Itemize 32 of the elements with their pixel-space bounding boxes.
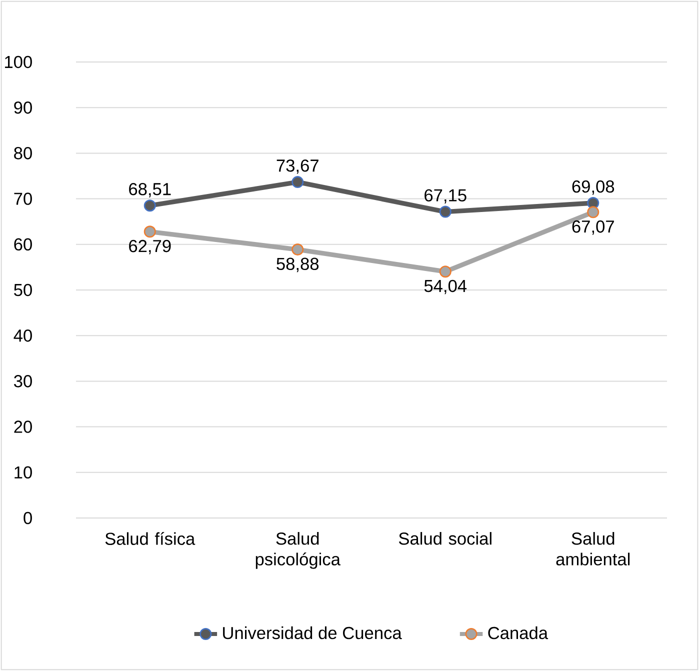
y-tick-label: 10: [14, 466, 32, 479]
point: [292, 243, 304, 256]
point: [292, 176, 304, 188]
data-label: 62,79: [129, 240, 171, 254]
x-tick-label: Salud ambiental: [556, 532, 630, 566]
y-tick-label: 100: [5, 56, 32, 68]
y-tick-label: 30: [14, 375, 32, 388]
data-label: 69,08: [572, 180, 614, 195]
y-tick-label: 70: [14, 192, 32, 205]
x-tick-label: Salud social: [398, 532, 492, 545]
point: [439, 206, 452, 218]
point: [144, 200, 156, 212]
point: [439, 266, 452, 278]
x-tick-label: Salud física: [105, 532, 196, 545]
point: [144, 226, 156, 238]
data-label: 54,04: [424, 280, 467, 294]
y-tick-label: 50: [14, 284, 32, 296]
data-label: 67,07: [572, 220, 614, 235]
data-label: 68,51: [129, 183, 171, 198]
y-tick-label: 0: [24, 512, 32, 524]
legend-label: Universidad de Cuenca: [223, 626, 402, 640]
y-tick-label: 90: [14, 101, 32, 114]
y-tick-label: 60: [14, 238, 32, 251]
point: [587, 206, 600, 218]
data-label: 67,15: [424, 189, 466, 204]
x-tick-label: Salud psicológica: [256, 532, 340, 569]
y-tick-label: 80: [14, 147, 32, 160]
y-tick-label: 20: [14, 420, 32, 433]
data-label: 58,88: [276, 258, 319, 272]
y-tick-label: 40: [14, 329, 32, 342]
data-label: 73,67: [276, 159, 318, 174]
legend-label: Canada: [488, 626, 548, 640]
